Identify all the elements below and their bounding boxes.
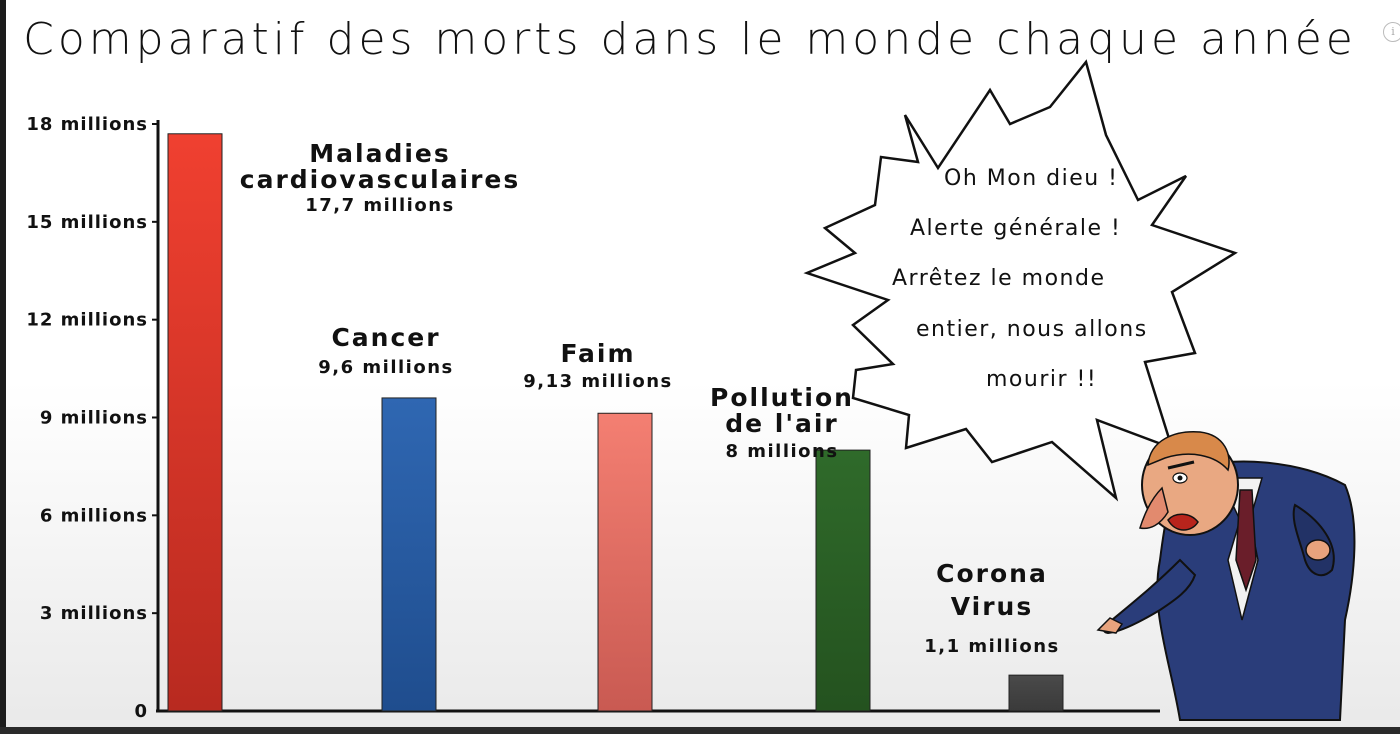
bar-value-label: 17,7 millions	[305, 195, 455, 216]
bar-category-label: Virus	[951, 592, 1034, 621]
y-tick-label: 3 millions	[40, 603, 148, 624]
left-frame-border	[0, 0, 6, 734]
bar-value-label: 8 millions	[725, 441, 838, 462]
bar	[815, 449, 871, 712]
y-tick-label: 18 millions	[26, 114, 148, 135]
bar-value-label: 9,13 millions	[523, 371, 673, 392]
bar-category-label: Maladies	[309, 139, 451, 168]
chart-title: Comparatif des morts dans le monde chaqu…	[23, 14, 1357, 65]
bar-category-label: Corona	[936, 559, 1048, 588]
bubble-text-line: Alerte générale !	[910, 216, 1122, 241]
y-tick-label: 9 millions	[40, 408, 148, 429]
bar	[597, 412, 653, 712]
bar	[167, 133, 223, 712]
bubble-text-line: Arrêtez le monde	[892, 266, 1106, 291]
bar	[1008, 674, 1064, 712]
bar	[381, 397, 437, 712]
bar-category-label: Faim	[560, 339, 635, 368]
y-tick-label: 15 millions	[26, 212, 148, 233]
y-tick-label: 0	[134, 701, 148, 722]
info-icon[interactable]: i	[1383, 22, 1400, 42]
axes: 18 millions 15 millions 12 millions 9 milli…	[26, 114, 1160, 722]
y-tick-label: 6 millions	[40, 505, 148, 526]
bar-category-label: de l'air	[725, 409, 839, 438]
speech-bubble	[803, 59, 1238, 502]
bar-value-label: 1,1 millions	[924, 636, 1059, 657]
bubble-text-line: mourir !!	[986, 367, 1098, 392]
bubble-text-line: entier, nous allons	[916, 317, 1148, 342]
bars	[167, 133, 1064, 712]
bottom-frame-border	[0, 727, 1400, 734]
bar-value-label: 9,6 millions	[318, 357, 453, 378]
bubble-text-line: Oh Mon dieu !	[944, 166, 1119, 191]
bar-category-label: Pollution	[710, 383, 854, 412]
angry-man-illustration	[1096, 431, 1356, 721]
bar-category-label: cardiovasculaires	[240, 165, 521, 194]
y-tick-label: 12 millions	[26, 310, 148, 331]
bar-category-label: Cancer	[331, 323, 440, 352]
